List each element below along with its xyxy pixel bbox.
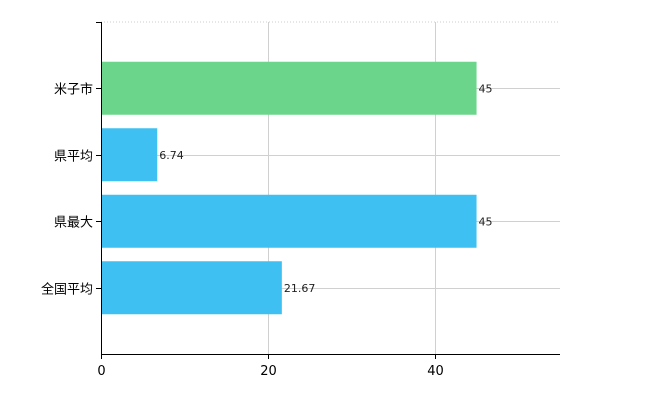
data-label-2: 45	[479, 215, 493, 228]
data-label-3: 21.67	[284, 282, 316, 295]
category-label-0: 米子市	[54, 82, 93, 98]
bar-1	[101, 128, 158, 182]
bar-2	[101, 194, 477, 248]
x-tick-label-0: 0	[97, 364, 105, 379]
x-tick-label-2: 40	[427, 364, 444, 379]
bar-0	[101, 61, 477, 115]
category-label-1: 県平均	[54, 150, 93, 165]
data-label-1: 6.74	[159, 149, 184, 162]
bar-3	[101, 261, 282, 315]
bar-layer	[101, 61, 477, 315]
x-tick-label-1: 20	[260, 364, 277, 379]
axis-layer	[96, 22, 560, 359]
category-label-2: 県最大	[54, 216, 93, 231]
category-label-3: 全国平均	[41, 282, 93, 298]
data-label-0: 45	[479, 82, 493, 95]
